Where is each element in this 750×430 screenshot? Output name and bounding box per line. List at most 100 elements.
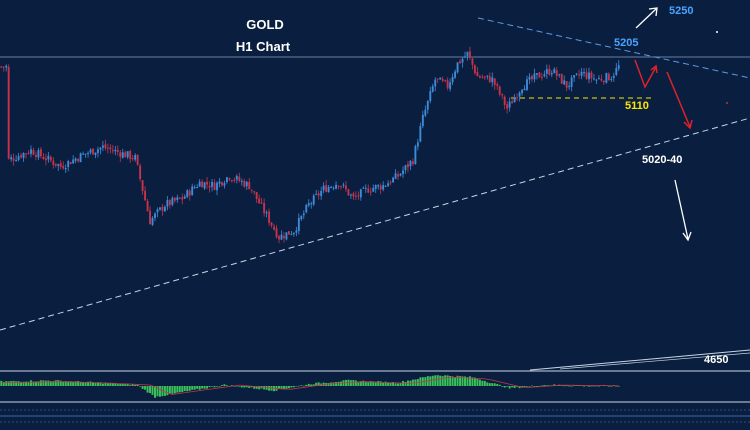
candle-body <box>349 194 352 196</box>
candle-body <box>456 62 459 73</box>
level-label-5020-40: 5020-40 <box>642 154 682 166</box>
candle-body <box>213 182 216 190</box>
macd-bar <box>141 386 144 389</box>
candle-body <box>553 69 556 74</box>
candle-body <box>421 114 424 127</box>
candle-body <box>389 182 392 184</box>
candle-body <box>491 77 494 83</box>
macd-bar <box>225 385 228 386</box>
macd-bar <box>7 381 10 386</box>
candle-body <box>399 173 402 176</box>
candle-body <box>280 234 283 240</box>
candle-body <box>367 188 370 193</box>
candle-body <box>302 213 305 216</box>
macd-bar <box>461 376 464 386</box>
macd-bar <box>121 383 124 386</box>
candle-body <box>588 72 590 80</box>
candle-body <box>52 160 55 165</box>
macd-bar <box>290 386 293 388</box>
candle-body <box>97 149 99 153</box>
macd-bar <box>186 386 189 392</box>
candle-body <box>523 88 526 91</box>
candle-body <box>218 181 221 184</box>
macd-bar <box>335 382 338 386</box>
candle-body <box>166 200 169 207</box>
macd-bar <box>473 377 476 386</box>
macd-bar <box>101 383 104 386</box>
macd-bar <box>94 382 97 386</box>
macd-bar <box>521 386 524 388</box>
macd-bar <box>317 382 320 386</box>
chart-subtitle: H1 Chart <box>236 39 291 54</box>
candle-body <box>171 197 174 205</box>
macd-bar <box>111 383 114 386</box>
long-term-trendline-2 <box>559 352 750 370</box>
candle-body <box>109 147 112 150</box>
candle-body <box>188 190 191 196</box>
macd-signal-line <box>1 377 619 395</box>
candle-body <box>560 73 563 84</box>
candle-body <box>42 156 45 160</box>
candle-body <box>342 184 345 186</box>
macd-bar <box>191 386 194 390</box>
macd-bar <box>230 385 233 386</box>
macd-bar <box>124 383 127 386</box>
macd-bar <box>42 380 45 386</box>
macd-bar <box>39 380 42 386</box>
candle-body <box>486 75 489 77</box>
candle-body <box>240 180 243 182</box>
macd-bar <box>523 386 526 388</box>
macd-bar <box>54 380 57 386</box>
macd-bar <box>220 385 223 386</box>
macd-bar <box>74 381 77 386</box>
candle-body <box>402 170 404 175</box>
candle-body <box>493 78 496 85</box>
candle-body <box>580 71 583 76</box>
macd-bar <box>72 381 75 386</box>
candle-body <box>141 180 144 191</box>
candle-body <box>317 193 320 196</box>
level-label-5250: 5250 <box>669 5 693 17</box>
macd-bar <box>64 381 67 386</box>
candle-body <box>332 187 335 189</box>
candle-body <box>258 198 261 204</box>
macd-bar <box>592 385 595 387</box>
candle-body <box>77 158 80 162</box>
candle-body <box>431 86 434 92</box>
candle-body <box>176 197 179 201</box>
candle-body <box>82 153 85 155</box>
candle-body <box>238 176 241 182</box>
candle-body <box>369 191 372 193</box>
marker-dot <box>716 31 718 33</box>
macd-bar <box>171 386 174 394</box>
candle-body <box>449 82 452 89</box>
candle-body <box>409 160 412 167</box>
candle-body <box>297 217 300 232</box>
candle-body <box>600 78 603 81</box>
candle-body <box>548 68 551 75</box>
candle-body <box>404 165 407 170</box>
candle-body <box>92 148 94 155</box>
candle-body <box>471 58 474 65</box>
macd-bar <box>168 386 171 394</box>
macd-bar <box>402 380 404 386</box>
macd-bar <box>84 382 87 386</box>
macd-bar <box>10 381 13 386</box>
macd-bar <box>297 385 300 387</box>
macd-bar <box>481 380 484 386</box>
candle-body <box>263 203 266 214</box>
candle-body <box>287 231 290 235</box>
candle-body <box>545 69 548 74</box>
macd-bar <box>439 375 442 386</box>
macd-bar <box>563 385 566 387</box>
lower-indicator <box>0 409 750 423</box>
macd-bar <box>25 381 28 386</box>
candle-body <box>583 72 585 74</box>
candle-body <box>163 206 166 212</box>
candle-body <box>511 101 514 104</box>
candle-body <box>464 56 466 58</box>
candle-body <box>139 165 142 180</box>
macd-bar <box>285 386 288 389</box>
macd-bar <box>92 382 94 386</box>
